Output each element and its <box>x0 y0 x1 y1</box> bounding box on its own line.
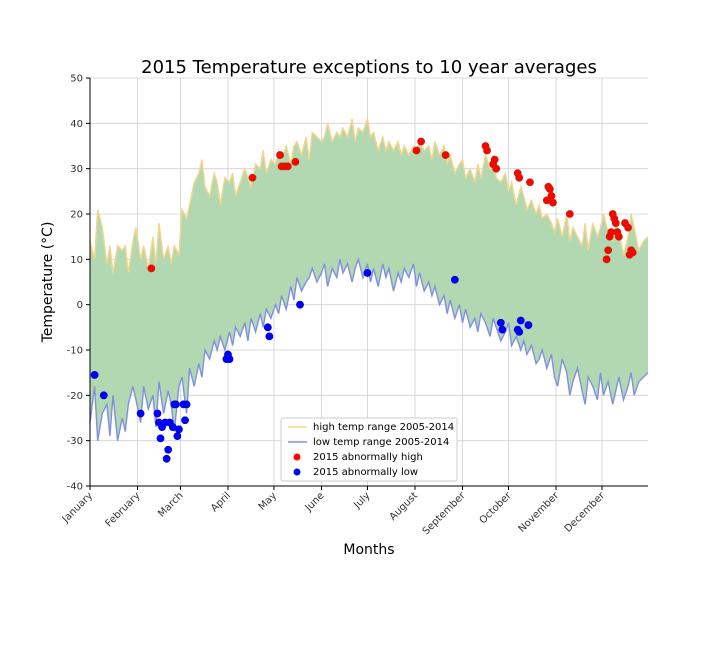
y-axis-label: Temperature (°C) <box>40 222 56 344</box>
abnormal-high-point <box>291 157 300 166</box>
abnormal-low-point <box>265 332 274 341</box>
abnormal-high-point <box>604 246 613 255</box>
abnormal-high-point <box>483 146 491 155</box>
x-tick-label: March <box>156 490 185 519</box>
abnormal-low-point <box>90 371 99 379</box>
x-tick-label: January <box>60 490 95 525</box>
abnormal-high-point <box>515 173 524 182</box>
abnormal-low-point <box>496 318 505 327</box>
x-tick-label: February <box>104 490 143 529</box>
abnormal-high-point <box>526 178 534 187</box>
abnormal-high-point <box>492 164 501 173</box>
legend-high-point-swatch <box>293 453 301 461</box>
abnormal-high-point <box>545 185 554 193</box>
x-tick-label: December <box>563 490 608 535</box>
abnormal-high-point <box>602 255 611 264</box>
y-tick-label: 30 <box>70 164 83 175</box>
x-tick-label: August <box>388 490 421 523</box>
abnormal-high-point <box>441 151 450 159</box>
abnormal-high-point <box>611 219 620 227</box>
x-tick-label: May <box>257 490 279 512</box>
abnormal-high-point <box>276 151 284 159</box>
abnormal-low-point <box>450 275 459 284</box>
y-tick-label: 20 <box>70 210 83 221</box>
abnormal-low-point <box>164 445 173 454</box>
abnormal-low-point <box>182 400 191 409</box>
legend-high-range-label: high temp range 2005-2014 <box>313 422 454 433</box>
abnormal-low-point <box>516 316 525 325</box>
abnormal-high-point <box>565 210 574 218</box>
abnormal-high-point <box>547 191 556 200</box>
y-tick-label: 10 <box>70 255 83 266</box>
plot-area <box>89 118 649 463</box>
legend-abnormal-high-label: 2015 abnormally high <box>313 452 423 463</box>
abnormal-high-point <box>147 264 156 273</box>
abnormal-low-point <box>162 454 171 463</box>
y-tick-label: -10 <box>67 346 83 357</box>
x-tick-label: September <box>421 490 468 537</box>
axes <box>89 78 648 487</box>
abnormal-high-point <box>248 173 257 182</box>
x-tick-label: June <box>303 490 327 514</box>
y-tick-labels: -40 -30 -20 -10 0 10 20 30 40 50 <box>67 74 90 493</box>
y-tick-label: 0 <box>77 300 83 311</box>
abnormal-high-point <box>624 223 632 232</box>
x-tick-label: April <box>209 490 233 514</box>
abnormal-low-point <box>225 355 234 363</box>
legend-abnormal-low-label: 2015 abnormally low <box>313 467 418 478</box>
legend-low-point-swatch <box>293 468 301 476</box>
x-tick-label: November <box>517 490 562 535</box>
abnormal-low-point <box>171 400 180 409</box>
abnormal-low-point <box>136 409 145 418</box>
legend: high temp range 2005-2014 low temp range… <box>280 417 458 482</box>
x-axis-label: Months <box>343 542 394 558</box>
y-tick-label: -20 <box>67 391 83 402</box>
high-temp-line <box>89 118 649 274</box>
abnormal-high-point <box>417 137 426 146</box>
x-tick-label: July <box>351 490 372 511</box>
abnormal-high-point <box>628 248 637 257</box>
abnormal-low-point <box>175 425 183 434</box>
x-tick-labels: January February March April May June July Augu… <box>60 486 608 537</box>
abnormal-low-point <box>498 325 507 334</box>
x-tick-label: October <box>478 490 515 527</box>
abnormal-low-point <box>153 409 162 418</box>
abnormal-low-point <box>524 321 533 329</box>
abnormal-low-point <box>181 416 189 425</box>
abnormally-high-points <box>147 137 637 273</box>
y-tick-label: -30 <box>67 436 83 447</box>
abnormal-low-point <box>515 327 524 336</box>
legend-low-range-label: low temp range 2005-2014 <box>313 437 449 448</box>
abnormally-low-points <box>90 269 533 463</box>
abnormal-high-point <box>283 162 292 171</box>
abnormal-high-point <box>549 198 557 207</box>
y-tick-label: -40 <box>67 482 83 493</box>
chart-title: 2015 Temperature exceptions to 10 year a… <box>141 57 597 78</box>
abnormal-high-point <box>412 146 421 155</box>
y-tick-label: 40 <box>70 119 83 130</box>
abnormal-low-point <box>173 432 182 441</box>
temperature-range-fill <box>90 118 648 441</box>
abnormal-low-point <box>296 300 304 309</box>
abnormal-low-point <box>363 269 372 277</box>
abnormal-low-point <box>263 323 272 332</box>
abnormal-high-point <box>490 155 499 164</box>
abnormal-low-point <box>156 434 165 443</box>
abnormal-low-point <box>99 391 108 400</box>
y-tick-label: 50 <box>70 74 83 85</box>
abnormal-high-point <box>614 232 623 241</box>
legend-box <box>280 417 458 482</box>
